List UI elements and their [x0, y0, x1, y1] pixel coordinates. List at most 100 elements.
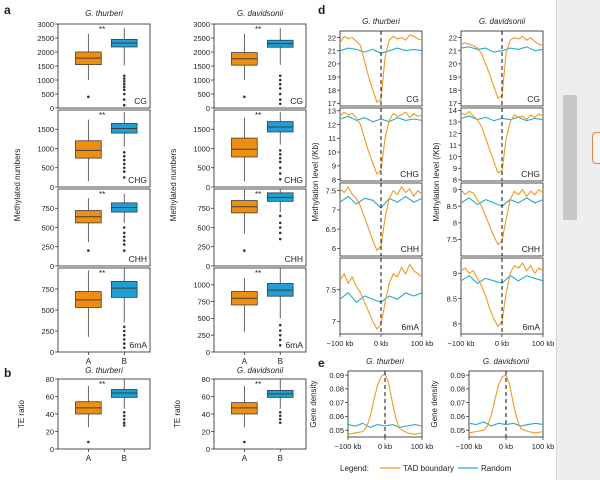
- panel-a-ylabel: Methylated numbers: [13, 149, 22, 221]
- panel-d-1-CHG-ytick-label: 12: [449, 129, 457, 138]
- panel-a-1-CHH-ytick-label: 750: [197, 204, 210, 213]
- panel-a-1-CHG-box: [231, 137, 258, 158]
- panel-b-category-label: A: [242, 454, 248, 463]
- panel-b-1-outlier: [278, 414, 282, 418]
- panel-b-0-significance: **: [99, 380, 105, 389]
- panel-a-1-6mA-context-label: 6mA: [286, 340, 304, 350]
- panel-a-category-label: B: [122, 357, 127, 366]
- panel-a-0-6mA-outlier: [122, 325, 126, 329]
- panel-d-xtick-label: 100 kb: [411, 339, 434, 348]
- panel-e-1-ytick-label: 0.06: [450, 412, 465, 421]
- panel-a-0-CG-outlier: [122, 80, 126, 83]
- panel-d-1-CHG-ytick-label: 11: [449, 141, 457, 150]
- panel-d-0-CHG-ytick-label: 13: [328, 107, 336, 116]
- panel-b-1-ytick-label: 60: [202, 392, 210, 401]
- panel-d-1-CG-ytick-label: 17: [449, 99, 457, 108]
- panel-b-ylabel: TE ratio: [173, 399, 182, 428]
- panel-b-0-outlier: [122, 424, 126, 427]
- panel-a-category-label: A: [86, 357, 92, 366]
- panel-a-0-CG-outlier: [122, 103, 126, 107]
- panel-a-0-6mA-ytick-label: 500: [41, 306, 54, 315]
- panel-a-1-CG-outlier: [278, 98, 282, 101]
- panel-a-0-CG-ytick-label: 2000: [37, 48, 54, 57]
- panel-d-xtick-label: −100 kb: [327, 339, 354, 348]
- panel-d-0-CG-ytick-label: 20: [328, 60, 336, 69]
- panel-a-1-6mA-ytick-label: 0: [206, 348, 210, 357]
- collapse-tab[interactable]: [592, 132, 600, 164]
- panel-a-0-CHH-outlier: [122, 243, 126, 246]
- panel-d-1-CHG-tad-line: [460, 110, 544, 174]
- panel-a-1-CG-ytick-label: 1500: [193, 62, 210, 71]
- legend-title: Legend:: [340, 464, 369, 473]
- panel-a-0-CG-ytick-label: 500: [41, 90, 54, 99]
- panel-b-0-outlier: [122, 410, 126, 414]
- panel-e-1-random-line: [468, 421, 544, 427]
- side-panel: [556, 0, 600, 480]
- panel-d-1-6mA-context-label: 6mA: [523, 322, 541, 332]
- panel-d-ylabel: Methylation level (/Kb): [432, 142, 441, 221]
- panel-a-0-CG-outlier: [122, 82, 126, 86]
- scrollbar-thumb[interactable]: [563, 95, 577, 220]
- panel-a-1-CHG-outlier: [278, 166, 282, 170]
- panel-b-0-ytick-label: 40: [46, 410, 54, 419]
- panel-a-0-CHG-outlier: [122, 166, 126, 170]
- panel-b-1-outlier: [278, 410, 282, 414]
- panel-a-0-CHG-ytick-label: 1000: [37, 144, 54, 153]
- panel-a-category-label: A: [242, 357, 248, 366]
- panel-a-0-CHH-outlier: [87, 249, 90, 252]
- panel-a-1-CHH-ytick-label: 0: [206, 262, 210, 271]
- panel-e-1-ytick-label: 0.05: [450, 426, 465, 435]
- panel-a-0-CHH-ytick-label: 250: [41, 243, 54, 252]
- panel-d-1-CHH-ytick-label: 8.5: [447, 202, 457, 211]
- panel-d-0-CHG-ytick-label: 10: [328, 148, 336, 157]
- panel-d-0-CHG-ytick-label: 11: [328, 134, 336, 143]
- panel-d-0-CG-ytick-label: 22: [328, 33, 336, 42]
- panel-d-1-CHG-ytick-label: 13: [449, 118, 457, 127]
- panel-e-column-title: G. davidsonii: [483, 357, 529, 366]
- panel-e-xtick-label: −100 kb: [456, 442, 483, 451]
- panel-d-0-CG-ytick-label: 21: [328, 47, 336, 56]
- panel-b-1-ytick-label: 0: [206, 445, 210, 454]
- panel-d-xtick-label: 0 kb: [374, 339, 388, 348]
- panel-d-ylabel: Methylation level (/Kb): [311, 142, 320, 221]
- panel-a-1-6mA-ytick-label: 1000: [193, 281, 210, 290]
- panel-b-1-significance: **: [255, 380, 261, 389]
- panel-d-0-CG-ytick-label: 19: [328, 73, 336, 82]
- panel-a-0-CHG-ytick-label: 1500: [37, 125, 54, 134]
- panel-a-0-CHH-outlier: [122, 239, 126, 242]
- panel-a-0-CG-ytick-label: 1000: [37, 76, 54, 85]
- panel-d-0-CHH-ytick-label: 7: [332, 206, 336, 215]
- panel-e-0-ytick-label: 0.09: [329, 371, 344, 380]
- panel-e-xtick-label: 100 kb: [532, 442, 555, 451]
- panel-a-1-CHG-significance: **: [255, 111, 261, 120]
- panel-letter-b: b: [4, 366, 11, 380]
- panel-d-1-CG-ytick-label: 19: [449, 73, 457, 82]
- panel-a-0-CG-outlier: [122, 92, 126, 96]
- panel-d-xtick-label: 100 kb: [532, 339, 555, 348]
- panel-a-1-CG-outlier: [243, 95, 246, 99]
- panel-d-0-6mA-ytick-label: 7: [332, 317, 336, 326]
- panel-b-category-label: B: [122, 454, 127, 463]
- panel-d-0-6mA-context-label: 6mA: [402, 322, 420, 332]
- panel-a-1-CHH-outlier: [278, 231, 282, 235]
- panel-a-0-CG-ytick-label: 1500: [37, 62, 54, 71]
- panel-a-1-CG-outlier: [278, 74, 282, 78]
- panel-a-0-CG-outlier: [122, 85, 126, 89]
- panel-a-1-CG-significance: **: [255, 25, 261, 34]
- panel-b-1-ytick-label: 20: [202, 427, 210, 436]
- panel-a-0-CG-context-label: CG: [134, 96, 147, 106]
- panel-a-0-CHH-ytick-label: 750: [41, 204, 54, 213]
- panel-a-1-6mA-ytick-label: 750: [197, 297, 210, 306]
- panel-a-0-CG-ytick-label: 3000: [37, 20, 54, 29]
- panel-d-0-CG-tad-line: [339, 34, 423, 103]
- panel-a-0-6mA-box: [110, 281, 138, 298]
- panel-a-1-CG-context-label: CG: [290, 96, 303, 106]
- panel-a-0-6mA-significance: **: [99, 269, 105, 278]
- panel-d-1-CHG-ytick-label: 10: [449, 152, 457, 161]
- panel-d-1-CHG-ytick-label: 14: [449, 106, 457, 115]
- panel-a-0-CG-significance: **: [99, 25, 105, 34]
- panel-a-1-CHG-outlier: [278, 156, 282, 160]
- panel-b-0-ytick-label: 60: [46, 392, 54, 401]
- panel-a-1-CG-ytick-label: 3000: [193, 20, 210, 29]
